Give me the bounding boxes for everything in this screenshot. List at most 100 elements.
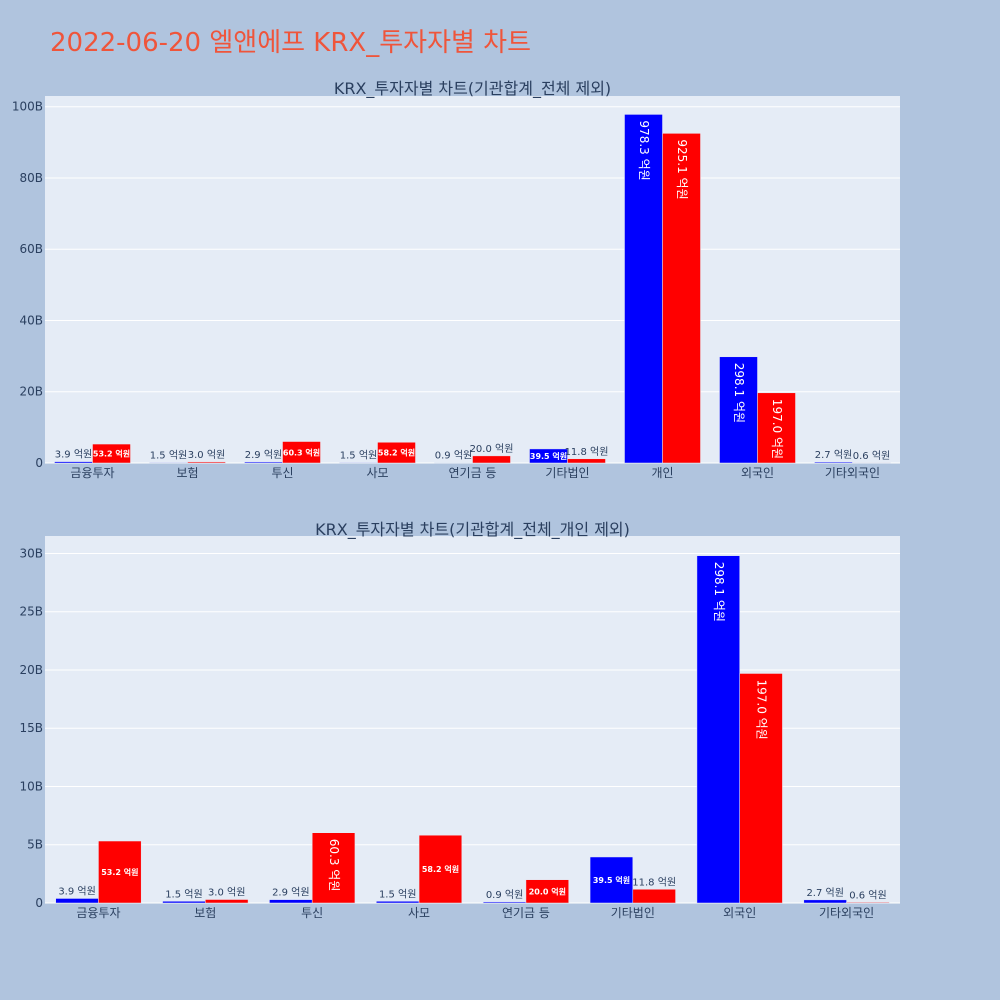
bar [632,889,676,904]
data-label: 2.9 억원 [245,449,282,461]
bar [482,901,527,904]
data-label: 925.1 억원 [675,139,689,199]
x-tick-label: 투신 [301,906,323,920]
data-label: 1.5 억원 [150,449,187,461]
x-tick-label: 보험 [194,906,216,920]
bar [244,461,283,464]
data-label: 298.1 억원 [712,562,726,622]
data-label: 58.2 억원 [422,864,459,874]
data-label: 0.6 억원 [849,889,886,901]
bar [696,555,740,904]
bar [719,356,758,464]
y-tick-label: 80B [19,171,43,185]
data-label: 60.3 억원 [283,447,320,457]
bar [529,448,568,464]
data-label: 2.7 억원 [815,449,852,461]
data-label: 1.5 억원 [379,888,416,900]
chart-2: 0 5B 10B 15B 20B 25B 30B KRX_투자자별 차트(기관합계_전체_개인… [19,520,900,920]
y-tick-label: 10B [19,779,43,793]
y-tick-label: 20B [19,385,43,399]
data-label: 39.5 억원 [593,875,630,885]
bar [149,462,188,464]
x-tick-label: 기타법인 [611,906,655,920]
bar [205,899,249,904]
data-label: 298.1 억원 [732,363,746,423]
data-label: 53.2 억원 [93,449,130,459]
bar [339,462,378,464]
chart-title: KRX_투자자별 차트(기관합계_전체_개인 제외) [315,520,630,540]
data-label: 978.3 억원 [637,120,651,180]
x-tick-label: 보험 [176,466,198,480]
y-tick-label: 20B [19,663,43,677]
x-tick-label: 외국인 [741,466,774,480]
data-label: 20.0 억원 [470,443,514,455]
bar [92,443,131,464]
x-tick-label: 연기금 등 [449,466,497,480]
data-label: 2.9 억원 [272,887,309,899]
bar [418,834,463,904]
data-label: 11.8 억원 [632,876,676,888]
y-tick-label: 25B [19,605,43,619]
x-tick-label: 사모 [408,906,430,920]
chart-1: 0 20B 40B 60B 80B 100B KRX_투자자별 차트(기관합계_전체 제외)… [12,79,900,480]
bar [376,901,420,904]
page-title: 2022-06-20 엘앤에프 KRX_투자자별 차트 [50,28,532,58]
x-tick-label: 금융투자 [70,466,114,480]
x-tick-label: 기타법인 [545,466,589,480]
bar [846,902,890,904]
y-tick-label: 100B [12,100,43,114]
chart-title: KRX_투자자별 차트(기관합계_전체 제외) [334,79,611,99]
data-label: 3.9 억원 [58,885,95,897]
bar [55,898,99,904]
bar [162,901,206,904]
data-label: 3.9 억원 [55,449,92,461]
y-tick-label: 30B [19,546,43,560]
data-label: 39.5 억원 [530,451,567,461]
data-label: 20.0 억원 [529,886,566,896]
bar [803,899,847,904]
y-tick-label: 60B [19,242,43,256]
y-tick-label: 5B [27,838,43,852]
bar [662,133,701,464]
x-tick-label: 투신 [271,466,293,480]
x-tick-label: 연기금 등 [502,906,550,920]
data-label: 0.9 억원 [435,450,472,462]
bar [567,458,606,464]
data-label: 197.0 억원 [755,679,769,739]
x-tick-label: 기타외국인 [819,906,874,920]
x-tick-label: 외국인 [723,906,756,920]
data-label: 197.0 억원 [770,399,784,459]
x-tick-label: 기타외국인 [825,466,880,480]
bar [187,461,226,464]
bar [98,840,142,904]
data-label: 1.5 억원 [165,888,202,900]
bar [814,461,853,464]
data-label: 1.5 억원 [340,449,377,461]
bar [269,899,313,904]
bar [282,441,321,464]
bar [311,832,356,904]
x-tick-label: 개인 [651,466,673,480]
data-label: 60.3 억원 [327,839,341,892]
bar [54,461,93,464]
bar [757,392,796,464]
data-label: 2.7 억원 [806,887,843,899]
data-label: 3.0 억원 [188,449,225,461]
bar [739,673,783,904]
data-label: 0.9 억원 [486,889,523,901]
x-tick-label: 금융투자 [76,906,120,920]
bar [624,114,663,464]
y-tick-label: 15B [19,721,43,735]
bar [525,879,569,904]
x-tick-label: 사모 [366,466,388,480]
bar [472,455,511,464]
data-label: 3.0 억원 [208,887,245,899]
bar [589,856,634,904]
data-label: 11.8 억원 [565,446,609,458]
data-label: 58.2 억원 [378,448,415,458]
bar [377,442,416,464]
y-tick-label: 0 [35,896,43,910]
data-label: 53.2 억원 [101,867,138,877]
